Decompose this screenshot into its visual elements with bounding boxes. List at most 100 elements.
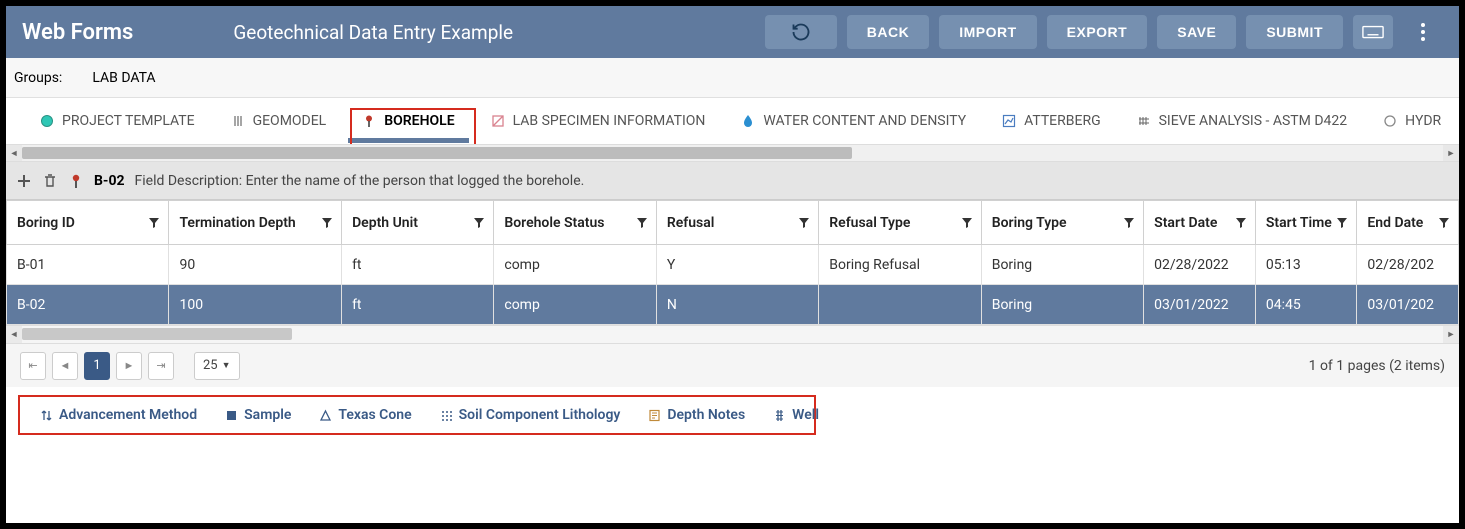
col-header[interactable]: Depth Unit — [342, 201, 494, 245]
table-cell: Boring Refusal — [819, 245, 981, 285]
tabs-scroll-left[interactable]: ◄ — [6, 145, 22, 161]
filter-icon[interactable] — [1235, 217, 1247, 229]
table-cell: Boring — [981, 245, 1143, 285]
pager-last[interactable]: ⇥ — [148, 352, 174, 380]
page-size-select[interactable]: 25 ▼ — [194, 352, 240, 380]
keyboard-button[interactable] — [1353, 15, 1393, 49]
export-button[interactable]: EXPORT — [1047, 15, 1148, 49]
subtab-label: Well — [792, 407, 819, 423]
grid-scroll-right[interactable]: ► — [1443, 326, 1459, 343]
tab-label: WATER CONTENT AND DENSITY — [763, 113, 966, 129]
tab-label: ATTERBERG — [1024, 113, 1101, 129]
subtab-label: Texas Cone — [338, 407, 411, 423]
tab-label: BOREHOLE — [384, 113, 454, 129]
field-description: Field Description: Enter the name of the… — [135, 173, 585, 189]
back-button[interactable]: BACK — [847, 15, 929, 49]
col-header[interactable]: Refusal Type — [819, 201, 981, 245]
table-cell — [819, 285, 981, 325]
table-row[interactable]: B-0190ftcompYBoring RefusalBoring02/28/2… — [7, 245, 1459, 285]
subtab-soil-component-lithology[interactable]: Soil Component Lithology — [426, 397, 635, 433]
pager-first[interactable]: ⇤ — [20, 352, 46, 380]
subtab-label: Depth Notes — [667, 407, 745, 423]
table-cell: N — [656, 285, 818, 325]
submit-button[interactable]: SUBMIT — [1246, 15, 1343, 49]
subtab-texas-cone[interactable]: Texas Cone — [305, 397, 425, 433]
tab-water-content-and-density[interactable]: WATER CONTENT AND DENSITY — [723, 98, 984, 144]
filter-icon[interactable] — [961, 217, 973, 229]
page-subtitle: Geotechnical Data Entry Example — [233, 21, 764, 44]
filter-icon[interactable] — [1123, 217, 1135, 229]
subtab-advancement-method[interactable]: Advancement Method — [26, 397, 211, 433]
pager-page-1[interactable]: 1 — [84, 352, 110, 380]
tab-label: GEOMODEL — [253, 113, 327, 129]
grid-scrollbar[interactable]: ◄ ► — [6, 325, 1459, 343]
col-header[interactable]: Borehole Status — [494, 201, 656, 245]
subtab-label: Sample — [244, 407, 291, 423]
table-cell: 100 — [169, 285, 342, 325]
subtab-label: Soil Component Lithology — [459, 407, 621, 423]
col-header[interactable]: Termination Depth — [169, 201, 342, 245]
grid-scroll-thumb[interactable] — [22, 328, 292, 340]
table-cell: 02/28/2022 — [1144, 245, 1256, 285]
tab-project-template[interactable]: PROJECT TEMPLATE — [22, 98, 213, 144]
tabs-row: PROJECT TEMPLATE GEOMODEL BOREHOLE LAB SPEC… — [6, 98, 1459, 144]
pager: ⇤ ◄ 1 ► ⇥ 25 ▼ 1 of 1 pages (2 items) — [6, 343, 1459, 387]
filter-icon[interactable] — [636, 217, 648, 229]
tabs-scroll-right[interactable]: ► — [1443, 145, 1459, 161]
col-header[interactable]: Boring ID — [7, 201, 169, 245]
groups-label: Groups: — [14, 70, 62, 86]
tabs-scroll-thumb[interactable] — [22, 147, 852, 159]
tabs-scrollbar[interactable]: ◄ ► — [6, 144, 1459, 162]
delete-row-icon[interactable] — [42, 173, 58, 189]
tab-label: PROJECT TEMPLATE — [62, 113, 195, 129]
filter-icon[interactable] — [1438, 217, 1450, 229]
data-grid: Boring IDTermination DepthDepth UnitBore… — [6, 200, 1459, 325]
col-header[interactable]: Refusal — [656, 201, 818, 245]
filter-icon[interactable] — [148, 217, 160, 229]
tab-label: LAB SPECIMEN INFORMATION — [513, 113, 706, 129]
add-row-icon[interactable] — [16, 173, 32, 189]
col-header[interactable]: Start Date — [1144, 201, 1256, 245]
subtab-well[interactable]: Well — [759, 397, 833, 433]
subtab-label: Advancement Method — [59, 407, 197, 423]
table-cell: B-01 — [7, 245, 169, 285]
kebab-icon — [1421, 23, 1425, 41]
filter-icon[interactable] — [1336, 217, 1348, 229]
selected-record-id: B-02 — [94, 173, 125, 189]
tab-sieve-analysis-astm-d422[interactable]: SIEVE ANALYSIS - ASTM D422 — [1119, 98, 1366, 144]
subtab-depth-notes[interactable]: Depth Notes — [634, 397, 759, 433]
subtabs-row: Advancement Method Sample Texas Cone Soil C… — [18, 395, 816, 435]
filter-icon[interactable] — [473, 217, 485, 229]
pin-icon — [68, 173, 84, 189]
table-cell: ft — [342, 245, 494, 285]
col-header[interactable]: Start Time — [1255, 201, 1357, 245]
grid-scroll-left[interactable]: ◄ — [6, 326, 22, 343]
table-row[interactable]: B-02100ftcompNBoring03/01/202204:4503/01… — [7, 285, 1459, 325]
tab-atterberg[interactable]: ATTERBERG — [984, 98, 1119, 144]
tab-geomodel[interactable]: GEOMODEL — [213, 98, 345, 144]
table-cell: comp — [494, 285, 656, 325]
filter-icon[interactable] — [798, 217, 810, 229]
keyboard-icon — [1362, 25, 1384, 39]
menu-button[interactable] — [1403, 15, 1443, 49]
header-bar: Web Forms Geotechnical Data Entry Exampl… — [6, 6, 1459, 58]
filter-icon[interactable] — [321, 217, 333, 229]
tab-hydr[interactable]: HYDR — [1365, 98, 1459, 144]
pager-prev[interactable]: ◄ — [52, 352, 78, 380]
save-button[interactable]: SAVE — [1157, 15, 1236, 49]
pager-info: 1 of 1 pages (2 items) — [1309, 358, 1445, 374]
table-cell: Boring — [981, 285, 1143, 325]
tab-lab-specimen-information[interactable]: LAB SPECIMEN INFORMATION — [473, 98, 724, 144]
import-button[interactable]: IMPORT — [939, 15, 1036, 49]
chevron-down-icon: ▼ — [222, 360, 231, 371]
app-title: Web Forms — [22, 20, 133, 45]
tab-borehole[interactable]: BOREHOLE — [344, 98, 472, 144]
subtab-sample[interactable]: Sample — [211, 397, 305, 433]
pager-next[interactable]: ► — [116, 352, 142, 380]
col-header[interactable]: Boring Type — [981, 201, 1143, 245]
col-header[interactable]: End Date — [1357, 201, 1459, 245]
refresh-button[interactable] — [765, 15, 837, 49]
table-cell: B-02 — [7, 285, 169, 325]
grid-toolbar: B-02 Field Description: Enter the name o… — [6, 162, 1459, 200]
tab-label: SIEVE ANALYSIS - ASTM D422 — [1159, 113, 1348, 129]
